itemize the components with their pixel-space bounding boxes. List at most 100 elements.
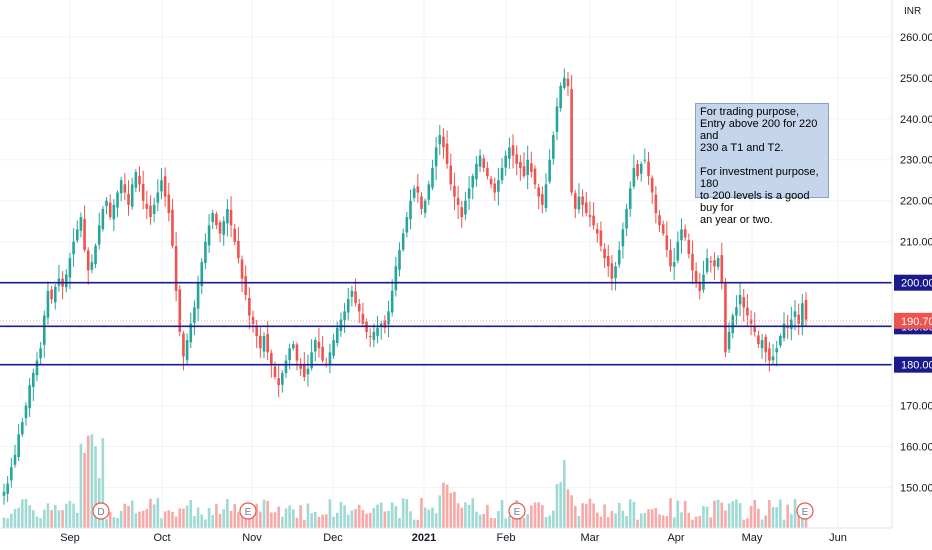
volume-bar (273, 512, 277, 528)
candle-body (10, 467, 13, 481)
candle-body (661, 224, 665, 234)
candle-body (445, 143, 449, 164)
volume-bar (405, 499, 409, 528)
volume-bar (599, 516, 603, 528)
candle-body (625, 208, 628, 229)
candle-body (302, 364, 306, 377)
candle-body (431, 167, 434, 188)
candle-body (189, 323, 193, 343)
volume-bar (625, 516, 628, 528)
candle-body (621, 229, 625, 247)
candle-body (390, 290, 394, 313)
volume-bar (541, 505, 544, 528)
volume-bar (317, 516, 321, 528)
volume-bar (324, 514, 328, 528)
candle-body (753, 326, 757, 332)
candle-body (321, 346, 324, 361)
y-tick-label: 210.00 (900, 237, 932, 249)
currency-label: INR (904, 6, 922, 17)
time-axis: Sep Oct Nov Dec 2021 Feb Mar Apr May Jun (60, 532, 847, 544)
price-axis: 150.00160.00170.00180.00190.00200.00210.… (900, 32, 932, 495)
candle-body (332, 340, 335, 356)
candle-body (731, 315, 735, 334)
candle-body (493, 183, 497, 193)
candle-body (350, 290, 354, 297)
candle-body (804, 299, 808, 320)
volume-bar (453, 491, 456, 528)
event-marker-letter: D (97, 507, 104, 518)
y-tick-label: 150.00 (900, 483, 932, 495)
volume-bar (2, 517, 6, 528)
volume-bar (372, 507, 376, 528)
candle-body (328, 352, 332, 365)
candle-body (310, 352, 313, 369)
volume-bar (313, 511, 317, 528)
candle-body (171, 209, 174, 246)
volume-bar (288, 505, 291, 528)
candle-body (515, 154, 518, 164)
volume-bar (354, 509, 357, 528)
volume-bar (394, 506, 398, 528)
volume-bar (694, 516, 698, 528)
candle-body (68, 258, 72, 278)
candle-body (409, 200, 412, 220)
volume-bar (746, 518, 749, 528)
volume-bar (687, 512, 691, 528)
candle-body (394, 266, 398, 291)
candle-body (127, 193, 130, 205)
candle-body (292, 344, 295, 349)
candle-body (606, 255, 610, 267)
candle-body (716, 258, 720, 267)
volume-bar (178, 508, 182, 528)
candle-body (306, 368, 310, 375)
volume-bar (760, 519, 764, 528)
event-marker-letter: E (514, 507, 521, 518)
volume-bar (379, 502, 383, 528)
candle-body (72, 241, 75, 255)
event-marker-letter: E (802, 507, 809, 518)
candle-body (182, 333, 185, 357)
candle-body (592, 215, 595, 226)
candle-body (376, 327, 379, 336)
volume-bar (182, 508, 185, 528)
x-tick-label: Feb (497, 532, 516, 544)
candle-body (709, 261, 713, 263)
volume-bar (566, 489, 570, 528)
candle-body (797, 314, 800, 324)
candle-body (632, 167, 636, 187)
volume-bar (544, 517, 548, 528)
candle-body (738, 294, 742, 305)
volume-bar (86, 435, 90, 528)
candle-body (130, 184, 134, 207)
candle-body (478, 155, 482, 167)
candle-body (145, 203, 149, 209)
candle-body (248, 298, 251, 316)
candle-body (53, 286, 57, 303)
volume-bar (716, 499, 720, 528)
volume-bar (339, 502, 343, 528)
candle-body (467, 188, 471, 199)
candle-body (775, 348, 779, 353)
candle-body (405, 217, 409, 233)
volume-bar (526, 514, 529, 528)
candle-body (771, 356, 775, 361)
volume-bar (757, 508, 760, 528)
candle-body (570, 88, 573, 193)
annotation-note[interactable]: For trading purpose, Entry above 200 for… (695, 103, 829, 226)
candle-body (112, 204, 116, 220)
volume-bar (64, 503, 68, 528)
candle-body (672, 262, 676, 267)
candle-body (266, 333, 269, 353)
volume-bar (738, 503, 742, 528)
candle-body (650, 177, 654, 193)
candle-body (401, 233, 405, 250)
candle-body (508, 147, 511, 159)
volume-bar (672, 517, 676, 528)
volume-bar (134, 513, 138, 528)
volume-bar (500, 499, 504, 528)
candle-body (281, 372, 284, 385)
volume-bar (661, 515, 665, 528)
candle-body (742, 297, 746, 308)
